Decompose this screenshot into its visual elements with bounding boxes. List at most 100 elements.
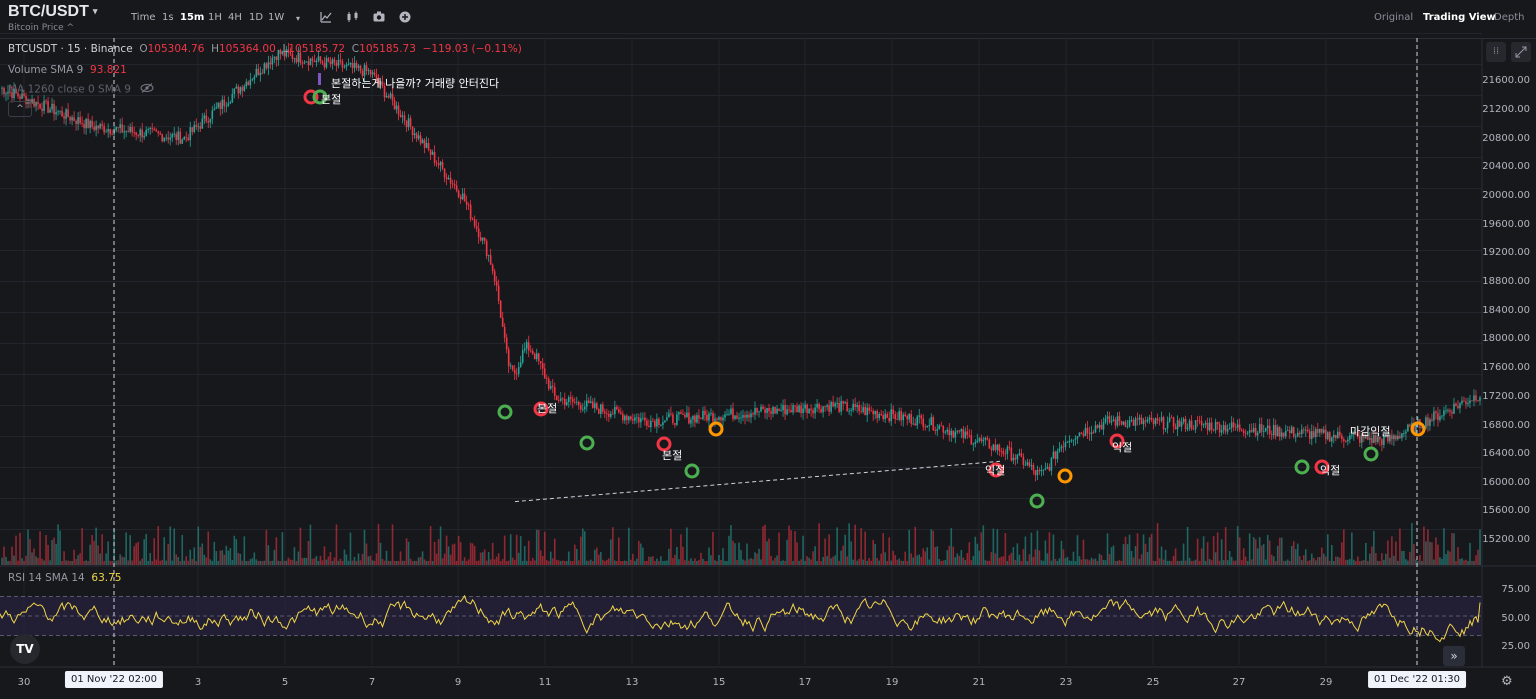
collapse-legend-button[interactable]: ^ bbox=[8, 101, 32, 117]
candle-body bbox=[495, 281, 498, 286]
add-icon[interactable] bbox=[399, 11, 411, 26]
candle-body bbox=[978, 438, 981, 441]
volume-bar bbox=[149, 552, 152, 565]
timeframe-1h[interactable]: 1H bbox=[208, 12, 222, 23]
volume-bar bbox=[640, 543, 642, 565]
candle-body bbox=[1445, 410, 1447, 412]
volume-bar bbox=[543, 531, 546, 565]
candle-body bbox=[616, 406, 618, 410]
volume-bar bbox=[764, 524, 766, 565]
candle-body bbox=[309, 58, 312, 66]
candles-icon[interactable] bbox=[346, 11, 359, 26]
volume-bar bbox=[165, 560, 168, 565]
volume-bar bbox=[1258, 537, 1261, 565]
volume-bar bbox=[1347, 559, 1349, 565]
symbol-selector[interactable]: BTC/USDT ▾ bbox=[8, 3, 97, 21]
volume-bar bbox=[1140, 554, 1143, 565]
volume-bar bbox=[1016, 543, 1019, 565]
candle-body bbox=[1072, 439, 1075, 441]
volume-bar bbox=[397, 560, 400, 565]
candle-body bbox=[325, 58, 328, 68]
candle-body bbox=[273, 56, 276, 58]
volume-bar bbox=[1170, 560, 1173, 565]
candle-body bbox=[519, 362, 522, 367]
candle-body bbox=[1126, 426, 1129, 428]
candle-body bbox=[251, 79, 254, 81]
timeframe-more-icon[interactable]: ▾ bbox=[296, 14, 301, 23]
drag-handle-icon[interactable]: ⁞⁞ bbox=[1486, 42, 1506, 62]
volume-bar bbox=[1320, 547, 1323, 565]
timeframe-1s[interactable]: 1s bbox=[162, 12, 174, 23]
candle-body bbox=[920, 415, 923, 419]
candle-body bbox=[1098, 424, 1101, 428]
candle-body bbox=[940, 425, 943, 427]
candle-body bbox=[1058, 448, 1061, 452]
eye-off-icon[interactable] bbox=[140, 83, 154, 96]
candle-body bbox=[359, 65, 362, 71]
candle-body bbox=[45, 100, 47, 102]
volume-bar bbox=[563, 560, 566, 565]
scroll-to-realtime-button[interactable]: » bbox=[1443, 646, 1465, 666]
timeframe-1d[interactable]: 1D bbox=[249, 12, 264, 23]
volume-bar bbox=[1355, 560, 1357, 565]
volume-bar bbox=[69, 560, 71, 565]
volume-bar bbox=[1032, 557, 1035, 565]
candle-body bbox=[53, 103, 55, 115]
volume-bar bbox=[275, 537, 278, 565]
volume-bar bbox=[161, 559, 164, 565]
candle-body bbox=[255, 68, 258, 77]
candle-body bbox=[527, 342, 530, 351]
gear-icon[interactable]: ⚙ bbox=[1501, 674, 1513, 689]
candle-body bbox=[349, 63, 352, 65]
volume-bar bbox=[1397, 560, 1399, 565]
volume-bar bbox=[626, 560, 628, 565]
candle-body bbox=[47, 101, 49, 113]
volume-bar bbox=[243, 536, 246, 565]
candle-body bbox=[790, 410, 792, 413]
candle-body bbox=[1407, 424, 1409, 432]
candle-body bbox=[1391, 435, 1393, 440]
candle-body bbox=[5, 93, 7, 95]
candle-body bbox=[776, 408, 778, 414]
volume-bar bbox=[616, 560, 618, 565]
volume-bar bbox=[283, 560, 286, 565]
volume-bar bbox=[912, 557, 915, 565]
candle-body bbox=[1306, 429, 1309, 432]
volume-bar bbox=[680, 534, 682, 565]
view-depth[interactable]: Depth bbox=[1494, 12, 1525, 23]
volume-bar bbox=[1034, 549, 1037, 565]
volume-bar bbox=[682, 546, 684, 565]
candle-body bbox=[628, 416, 630, 421]
timeframe-4h[interactable]: 4H bbox=[228, 12, 242, 23]
signal-marker bbox=[1410, 421, 1426, 437]
timeframe-15m[interactable]: 15m bbox=[180, 12, 205, 23]
candle-body bbox=[756, 408, 758, 413]
view-trading-view[interactable]: Trading View bbox=[1423, 12, 1496, 23]
auto-scale-icon[interactable] bbox=[1511, 42, 1531, 62]
candle-body bbox=[501, 317, 504, 327]
indicator-icon[interactable] bbox=[320, 11, 332, 26]
volume-bar bbox=[259, 560, 262, 565]
candle-body bbox=[331, 59, 334, 64]
candle-body bbox=[870, 410, 872, 412]
candle-body bbox=[1216, 422, 1219, 425]
volume-bar bbox=[57, 524, 59, 565]
candle-body bbox=[1300, 429, 1303, 435]
candle-body bbox=[113, 130, 115, 135]
candle-body bbox=[1252, 428, 1255, 432]
price-tick: 17600.00 bbox=[1482, 362, 1530, 373]
volume-bar bbox=[201, 543, 204, 565]
camera-icon[interactable] bbox=[373, 11, 385, 25]
volume-bar bbox=[265, 529, 268, 565]
volume-bar bbox=[89, 544, 91, 565]
candle-body bbox=[227, 103, 230, 106]
timeframe-1w[interactable]: 1W bbox=[268, 12, 285, 23]
timeframe-time[interactable]: Time bbox=[131, 12, 156, 23]
candle-body bbox=[596, 403, 598, 409]
view-original[interactable]: Original bbox=[1374, 12, 1414, 23]
candle-body bbox=[1136, 418, 1139, 420]
volume-bar bbox=[1038, 550, 1041, 565]
volume-bar bbox=[457, 535, 460, 565]
volume-bar bbox=[1180, 560, 1183, 565]
